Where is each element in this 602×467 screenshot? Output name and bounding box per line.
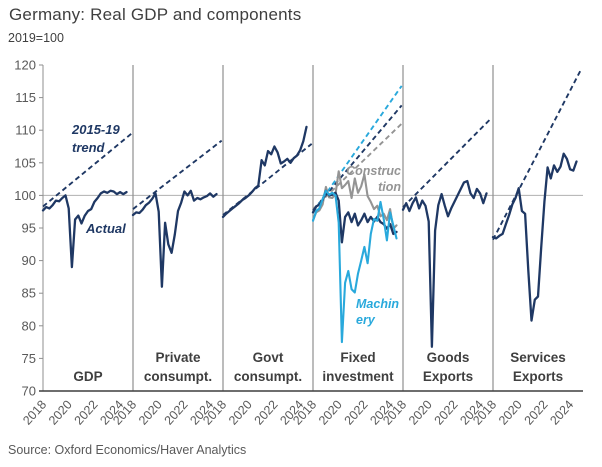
- x-tick-label: 2022: [432, 398, 461, 428]
- x-tick-label: 2020: [136, 398, 165, 428]
- x-tick-label: 2020: [406, 398, 435, 428]
- x-tick-label: 2020: [496, 398, 525, 428]
- y-axis: 70 75 80 85 90 95 100 105 110 115 120: [14, 58, 44, 399]
- x-tick-label: 2022: [72, 398, 101, 428]
- series-line-actual: [41, 189, 128, 269]
- annotation-trend-label: 2015-19: [71, 122, 120, 137]
- annotation-construction-label: Construc: [346, 164, 401, 178]
- panel-caption-line1: Private: [155, 350, 201, 365]
- x-tick-label: 2022: [162, 398, 191, 428]
- panel-caption-line2: Exports: [423, 369, 473, 384]
- trend-line-actual: [42, 132, 133, 208]
- series-line-actual: [131, 189, 218, 288]
- x-tick-label: 2020: [316, 398, 345, 428]
- chart-source: Source: Oxford Economics/Haver Analytics: [8, 443, 247, 457]
- x-tick-label: 2022: [252, 398, 281, 428]
- annotation-actual-label: Actual: [85, 221, 126, 236]
- trend-line-actual: [132, 139, 223, 210]
- x-tick-label: 2024: [547, 398, 576, 428]
- panel-caption-line1: Govt: [253, 350, 284, 365]
- panel-caption-line2: consumpt.: [234, 369, 302, 384]
- panel-caption-line2: investment: [322, 369, 394, 384]
- panel-caption-line1: Fixed: [340, 350, 375, 365]
- x-tick-label: 2020: [226, 398, 255, 428]
- series-line-actual: [401, 179, 488, 348]
- y-tick-label: 105: [14, 155, 36, 170]
- panel-caption-line1: Services: [510, 350, 566, 365]
- y-tick-label: 90: [22, 253, 36, 268]
- trend-line-actual: [492, 67, 583, 241]
- x-tick-label: 2018: [20, 398, 49, 428]
- y-tick-label: 110: [15, 123, 36, 138]
- chart-unit-label: 2019=100: [8, 31, 64, 45]
- y-tick-label: 120: [14, 58, 36, 73]
- y-tick-label: 80: [22, 318, 36, 333]
- annotation-construction-label: tion: [378, 180, 401, 194]
- x-tick-label: 2022: [342, 398, 371, 428]
- y-tick-label: 70: [22, 384, 36, 399]
- panel-caption-line1: Goods: [427, 350, 470, 365]
- y-tick-label: 85: [22, 286, 36, 301]
- chart-title: Germany: Real GDP and components: [9, 5, 302, 24]
- trend-line-actual: [312, 104, 403, 212]
- x-tick-label: 2022: [522, 398, 551, 428]
- annotation-trend-label: trend: [72, 140, 106, 155]
- annotation-machinery-label: ery: [356, 313, 376, 327]
- series-line-actual: [491, 152, 578, 322]
- y-tick-label: 95: [22, 221, 36, 236]
- y-tick-label: 75: [22, 351, 36, 366]
- panel-caption: GDP: [73, 369, 102, 384]
- x-tick-label: 2020: [46, 398, 75, 428]
- annotation-machinery-label: Machin: [356, 297, 399, 311]
- series-line-actual: [221, 125, 308, 219]
- panel-caption-line2: consumpt.: [144, 369, 212, 384]
- y-tick-label: 115: [15, 90, 36, 105]
- trend-line-actual: [402, 117, 493, 208]
- series-line-machinery: [311, 189, 398, 344]
- y-tick-label: 100: [14, 188, 36, 203]
- panel-caption-line2: Exports: [513, 369, 563, 384]
